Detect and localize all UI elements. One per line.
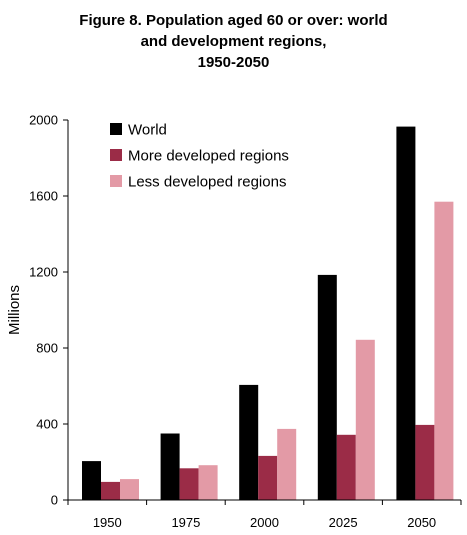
bar-less-developed-regions-1950 xyxy=(120,479,139,500)
bar-less-developed-regions-1975 xyxy=(198,465,218,500)
y-tick-label-800: 800 xyxy=(36,341,58,356)
chart-title-line-3: 1950-2050 xyxy=(197,54,270,71)
legend-swatch-world xyxy=(110,123,122,135)
bar-less-developed-regions-2050 xyxy=(434,201,454,500)
chart-title-line-1: Figure 8. Population aged 60 or over: wo… xyxy=(79,12,388,29)
legend-label-more-developed-regions: More developed regions xyxy=(128,148,289,165)
chart-title-line-2: and development regions, xyxy=(140,33,327,50)
bar-world-1975 xyxy=(160,433,180,500)
bar-world-2025 xyxy=(317,274,337,500)
x-tick-label-2025: 2025 xyxy=(329,515,358,530)
bar-more-developed-regions-1950 xyxy=(101,481,120,500)
y-tick-label-2000: 2000 xyxy=(29,113,58,128)
legend-label-less-developed-regions: Less developed regions xyxy=(128,174,286,191)
bar-more-developed-regions-2000 xyxy=(258,455,278,500)
bar-world-1950 xyxy=(82,461,101,500)
x-tick-label-2000: 2000 xyxy=(250,515,279,530)
bar-more-developed-regions-1975 xyxy=(179,468,199,500)
x-tick-label-1950: 1950 xyxy=(93,515,122,530)
legend-swatch-more-developed-regions xyxy=(110,149,122,161)
bar-less-developed-regions-2000 xyxy=(277,428,297,500)
x-tick-label-2050: 2050 xyxy=(407,515,436,530)
chart-title: Figure 8. Population aged 60 or over: wo… xyxy=(0,10,467,73)
bar-more-developed-regions-2025 xyxy=(336,434,356,500)
y-tick-label-1200: 1200 xyxy=(29,265,58,280)
y-tick-label-0: 0 xyxy=(51,493,58,508)
bar-more-developed-regions-2050 xyxy=(415,424,435,500)
bar-world-2000 xyxy=(239,384,259,500)
y-tick-label-400: 400 xyxy=(36,417,58,432)
y-axis-label: Millions xyxy=(6,285,23,335)
bar-less-developed-regions-2025 xyxy=(355,339,375,500)
legend-swatch-less-developed-regions xyxy=(110,175,122,187)
bar-world-2050 xyxy=(396,126,416,500)
y-tick-label-1600: 1600 xyxy=(29,189,58,204)
legend-label-world: World xyxy=(128,122,167,139)
x-tick-label-1975: 1975 xyxy=(171,515,200,530)
